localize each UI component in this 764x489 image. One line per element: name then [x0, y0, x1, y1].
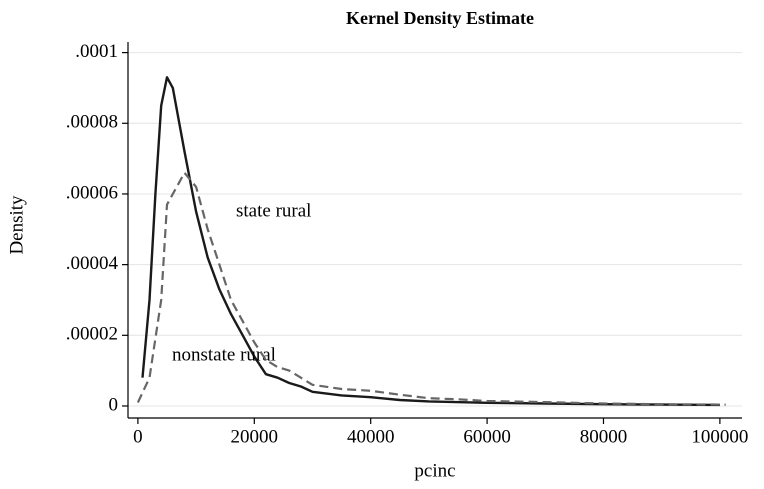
y-tick-label: .00008	[66, 112, 118, 133]
density-line	[136, 171, 726, 406]
series-label: state rural	[236, 200, 311, 221]
x-tick-label: 0	[133, 426, 143, 447]
x-axis-label: pcinc	[414, 460, 455, 481]
x-tick-label: 100000	[691, 426, 748, 447]
density-line	[141, 76, 720, 407]
y-tick-label: .00006	[66, 182, 118, 203]
x-tick-label: 20000	[231, 426, 279, 447]
x-tick-label: 40000	[347, 426, 395, 447]
y-tick-label: 0	[109, 394, 119, 415]
chart-title: Kernel Density Estimate	[346, 8, 534, 28]
y-tick-label: .0001	[75, 41, 118, 62]
y-tick-label: .00002	[66, 324, 118, 345]
x-tick-label: 80000	[580, 426, 628, 447]
series-label: nonstate rural	[172, 344, 276, 365]
x-tick-label: 60000	[463, 426, 511, 447]
y-tick-label: .00004	[66, 253, 119, 274]
y-axis-label: Density	[6, 195, 27, 255]
